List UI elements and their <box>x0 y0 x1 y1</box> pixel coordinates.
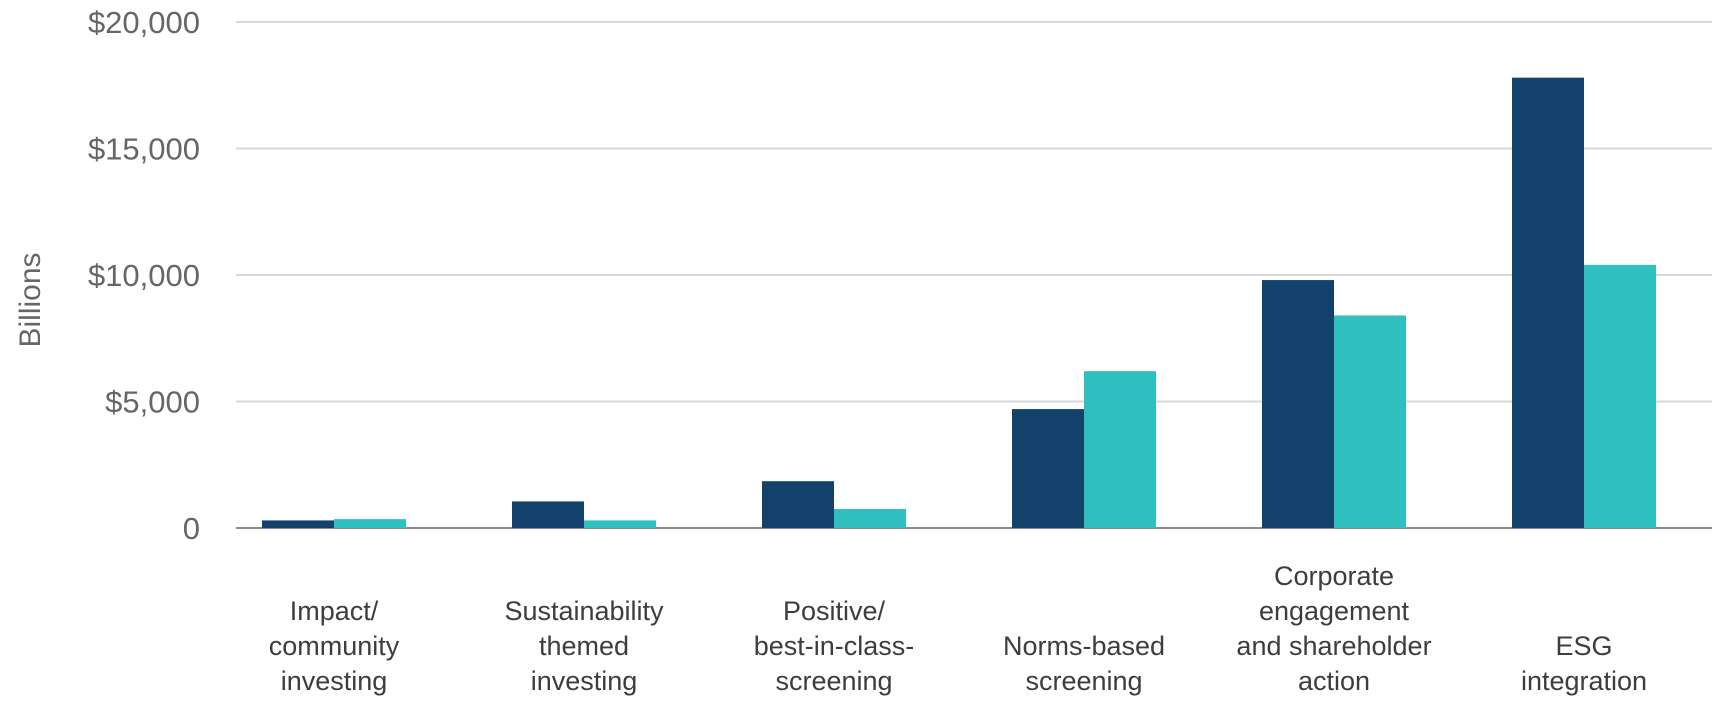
x-tick-label: Norms-based screening <box>1003 631 1165 696</box>
x-tick-label: Impact/community investing <box>269 596 400 696</box>
x-axis-categories: Impact/community investing Sustainability t… <box>269 561 1647 696</box>
y-tick-label: $5,000 <box>105 385 200 420</box>
x-tick-label: ESG integration <box>1521 631 1647 696</box>
bar <box>334 519 406 528</box>
bar <box>1012 409 1084 528</box>
y-tick-label: $20,000 <box>88 5 200 40</box>
bar <box>512 501 584 528</box>
gridlines <box>236 21 1712 529</box>
bar <box>584 520 656 528</box>
bar <box>262 520 334 528</box>
bar <box>1512 77 1584 528</box>
x-tick-label: Positive/best-in-class-screening <box>754 596 915 696</box>
x-tick-label: Sustainability themed investing <box>504 596 664 696</box>
y-tick-label: $10,000 <box>88 258 200 293</box>
y-axis: 0 $5,000 $10,000 $15,000 $20,000 <box>88 5 200 546</box>
bar <box>762 481 834 528</box>
bars <box>262 77 1656 528</box>
y-axis-title: Billions <box>14 252 47 347</box>
bar <box>834 509 906 528</box>
bar <box>1584 264 1656 528</box>
bar <box>1334 315 1406 528</box>
y-tick-label: 0 <box>183 511 200 546</box>
y-tick-label: $15,000 <box>88 132 200 167</box>
bar <box>1084 371 1156 528</box>
x-tick-label: Corporate engagement and shareholder action <box>1236 561 1431 696</box>
bar <box>1262 280 1334 528</box>
